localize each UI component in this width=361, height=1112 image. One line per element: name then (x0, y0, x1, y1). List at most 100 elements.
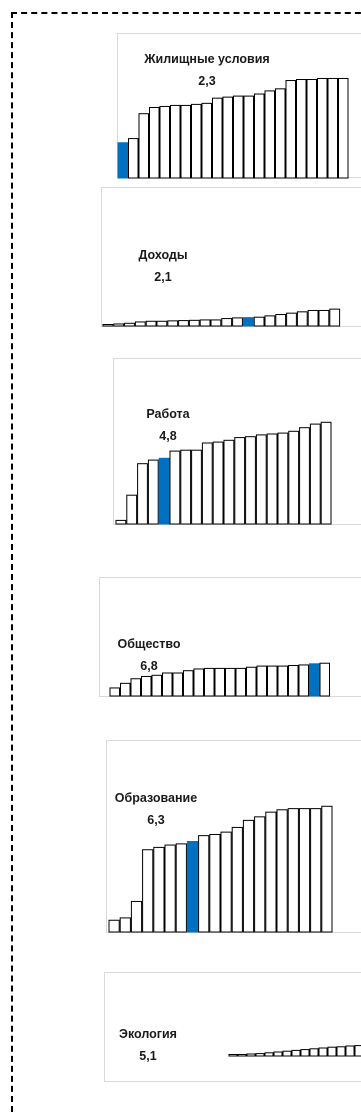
bar (131, 901, 141, 932)
bar (200, 320, 210, 326)
bar (192, 104, 202, 178)
bar (125, 323, 135, 326)
chart-panel-5: Образование 6,3 (106, 740, 361, 933)
bar (256, 1054, 264, 1056)
bar (181, 450, 191, 524)
bar (318, 78, 328, 178)
bar (292, 1050, 300, 1056)
bar (330, 309, 340, 326)
bar (308, 310, 318, 326)
bar (328, 1047, 336, 1056)
bar (236, 668, 246, 696)
chart-value-label: 2,1 (154, 270, 171, 284)
bar (194, 669, 204, 696)
bar (319, 310, 329, 326)
bar (266, 812, 276, 932)
bar (210, 834, 220, 932)
bar (278, 433, 288, 524)
bar (168, 321, 178, 326)
bar (276, 315, 286, 326)
bar (211, 320, 221, 326)
bar (114, 324, 124, 326)
bar (139, 114, 149, 178)
bar (299, 665, 309, 696)
bar (223, 97, 233, 178)
bar (222, 319, 232, 326)
bar (328, 78, 338, 178)
bar (205, 668, 215, 696)
chart-value-label: 6,3 (147, 813, 164, 827)
bar-highlighted (159, 458, 169, 524)
bar (283, 1051, 291, 1056)
bar (121, 683, 131, 696)
bar (255, 817, 265, 932)
bar (173, 673, 183, 696)
bar (297, 80, 307, 178)
bar (286, 81, 296, 178)
bar (184, 671, 194, 696)
bar (170, 451, 180, 524)
bar (276, 89, 286, 178)
bar (192, 450, 202, 524)
chart-title: Доходы (138, 248, 187, 262)
bar (213, 98, 223, 178)
bar-highlighted (118, 143, 128, 178)
bar (224, 440, 234, 524)
bar (233, 318, 243, 326)
bar (265, 316, 275, 326)
bar (244, 96, 254, 178)
bar (274, 1052, 282, 1056)
bar (142, 676, 152, 696)
bar (355, 1046, 361, 1056)
bar (131, 679, 141, 696)
bar (307, 80, 317, 178)
bar (215, 668, 225, 696)
bar (256, 435, 266, 524)
bar (202, 443, 212, 524)
bar (247, 667, 257, 696)
bar (235, 438, 245, 524)
bar (289, 666, 299, 696)
bar (319, 1048, 327, 1056)
bar (234, 96, 244, 178)
bar (110, 688, 120, 696)
bar (257, 666, 267, 696)
bar (229, 1055, 237, 1057)
bar (267, 434, 277, 524)
bar (299, 809, 309, 932)
bar (232, 827, 242, 932)
chart-value-label: 4,8 (159, 429, 176, 443)
bar (226, 668, 236, 696)
bar (181, 105, 191, 178)
bar (176, 844, 186, 932)
chart-value-label: 6,8 (140, 659, 157, 673)
bar (301, 1050, 309, 1056)
bar (246, 437, 256, 524)
bar (189, 320, 199, 326)
bar (202, 103, 212, 178)
bar (289, 431, 299, 524)
bar (213, 442, 223, 524)
bar (157, 321, 167, 326)
bar (199, 836, 209, 932)
bar (287, 313, 297, 326)
bar (310, 1049, 318, 1056)
bar (320, 663, 330, 696)
bar (337, 1047, 345, 1056)
bar (154, 847, 164, 932)
chart-title: Жилищные условия (143, 52, 269, 66)
bar (150, 108, 160, 179)
bar (148, 460, 158, 524)
bar (254, 317, 264, 326)
chart-title: Образование (115, 791, 197, 805)
bar (277, 810, 287, 932)
bar (138, 464, 148, 524)
bar (109, 920, 119, 932)
bar (255, 94, 265, 178)
bar (103, 325, 113, 327)
bar (120, 918, 130, 932)
bar (221, 832, 231, 932)
